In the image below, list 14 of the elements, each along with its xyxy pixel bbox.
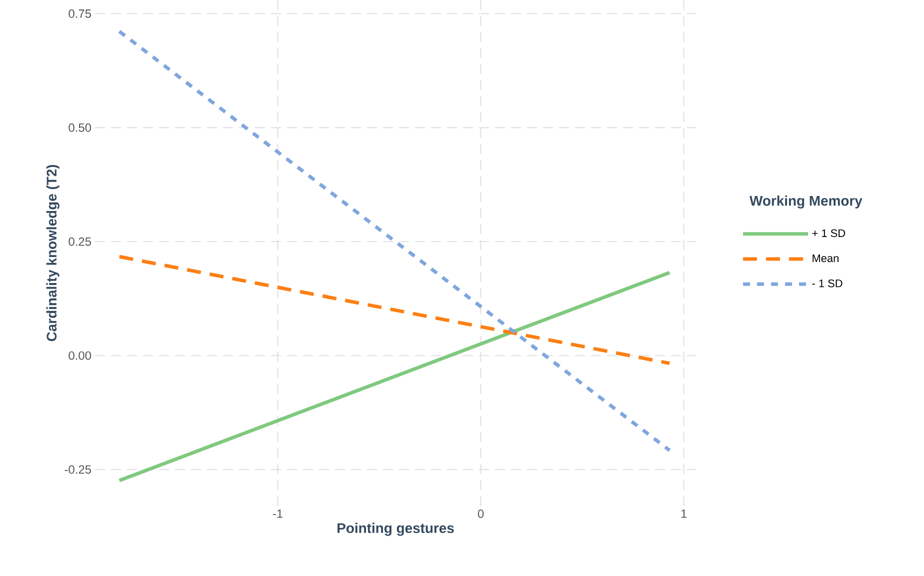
x-tick-label: -1: [272, 510, 282, 518]
y-tick-label: 0.50: [68, 123, 92, 132]
text: Mean: [812, 254, 838, 262]
x-tick-label: 0: [478, 510, 484, 518]
text: + 1 SD: [812, 229, 846, 238]
x-tick-label: 1: [681, 510, 687, 518]
x-axis-title: Pointing gestures: [338, 522, 454, 536]
y-tick-label: -0.25: [64, 465, 91, 474]
y-axis-title: Cardinality knowledge (T2): [46, 164, 60, 342]
text: - 1 SD: [812, 280, 842, 288]
y-tick-label: 0.75: [68, 9, 91, 18]
y-tick-label: 0.25: [68, 237, 91, 246]
legend-title: Working Memory: [750, 195, 862, 209]
y-tick-label: 0.00: [68, 351, 92, 360]
